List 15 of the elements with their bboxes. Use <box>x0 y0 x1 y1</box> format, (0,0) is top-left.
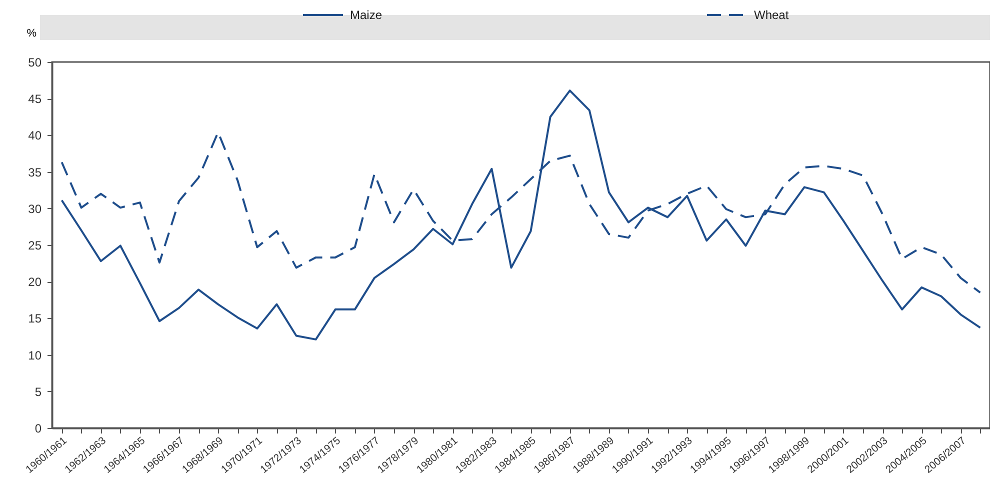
y-tick-label: 20 <box>28 275 42 290</box>
y-tick-label: 35 <box>28 165 42 180</box>
y-tick-label: 0 <box>34 422 42 436</box>
y-tick-label: 10 <box>28 348 42 362</box>
y-axis-title: % <box>26 28 37 40</box>
legend-label: Wheat <box>754 8 790 22</box>
y-tick-label: 5 <box>34 384 42 399</box>
y-tick-label: 40 <box>28 128 42 143</box>
y-tick-label: 15 <box>28 312 42 326</box>
y-tick-label: 45 <box>28 92 42 106</box>
legend-label: Maize <box>350 8 382 22</box>
line-series <box>60 90 982 340</box>
y-tick-label: 25 <box>28 238 42 252</box>
y-tick-label: 30 <box>28 202 42 216</box>
y-tick-label: 50 <box>28 56 42 70</box>
